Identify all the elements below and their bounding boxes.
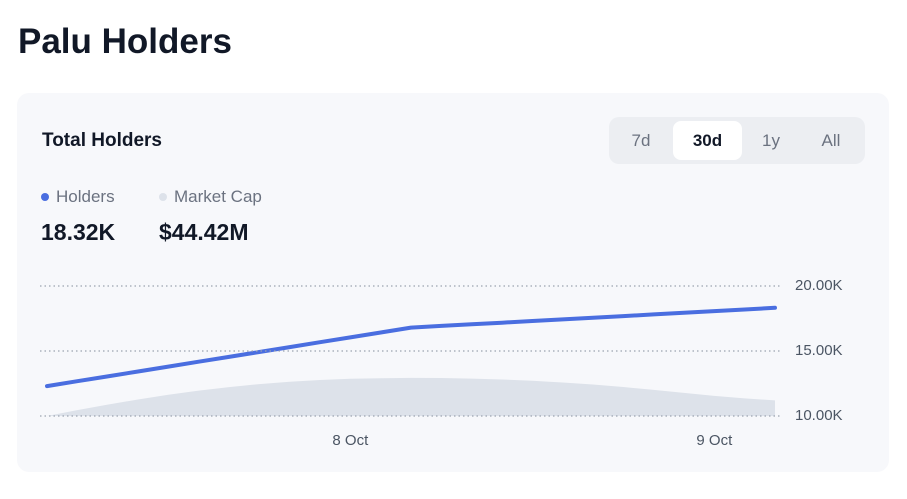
range-tab[interactable]: 1y xyxy=(762,131,780,150)
y-tick-label: 15.00K xyxy=(795,342,843,359)
range-tab[interactable]: 30d xyxy=(673,121,742,160)
x-tick-label: 8 Oct xyxy=(332,432,369,449)
card-title: Total Holders xyxy=(42,130,162,151)
range-tab[interactable]: 7d xyxy=(631,131,651,150)
page-title: Palu Holders xyxy=(18,22,232,61)
range-tab[interactable]: All xyxy=(821,131,841,150)
legend-value: $44.42M xyxy=(159,219,249,245)
legend-dot xyxy=(41,193,49,201)
legend-label: Holders xyxy=(56,187,115,206)
line xyxy=(45,305,777,389)
y-tick-label: 20.00K xyxy=(795,277,843,294)
legend-label: Market Cap xyxy=(174,187,262,206)
range-tabs: 7d 30d 1y All xyxy=(609,117,865,164)
area xyxy=(47,377,775,416)
y-tick-label: 10.00K xyxy=(795,407,843,424)
legend-value: 18.32K xyxy=(41,219,116,245)
legend-dot xyxy=(159,193,167,201)
x-tick-label: 9 Oct xyxy=(696,432,733,449)
